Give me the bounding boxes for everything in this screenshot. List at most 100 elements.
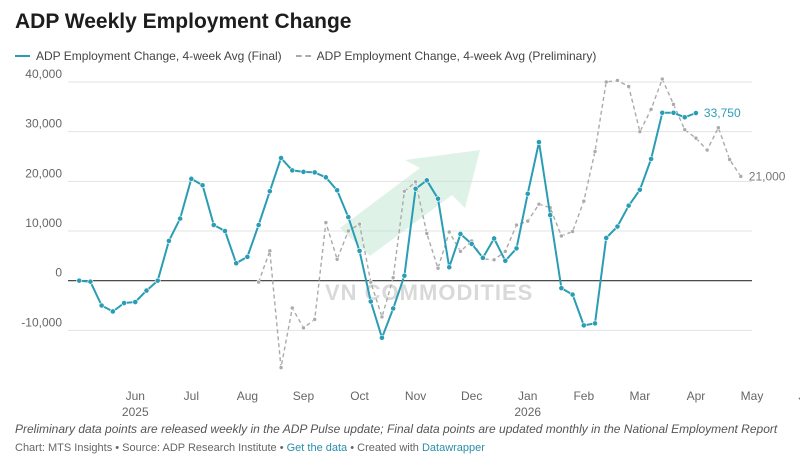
data-point-final [334, 187, 341, 194]
data-point-final [491, 235, 497, 242]
data-point-final [87, 278, 94, 285]
data-point-final [199, 182, 206, 189]
watermark: VN COMMODITIES [325, 150, 533, 305]
x-tick-label: Sep [293, 389, 315, 403]
y-tick-label: -10,000 [21, 315, 62, 329]
data-point-final [659, 109, 666, 116]
data-point-preliminary [402, 188, 407, 194]
data-point-final [614, 223, 621, 230]
x-tick-label: Dec [461, 389, 482, 403]
legend-label-preliminary: ADP Employment Change, 4-week Avg (Preli… [316, 49, 597, 63]
data-point-final [311, 169, 318, 176]
data-point-preliminary [525, 218, 531, 224]
data-point-final [401, 272, 408, 279]
x-tick-label: Jun [798, 389, 800, 403]
data-point-final [98, 302, 105, 309]
data-point-final [255, 222, 262, 228]
data-point-final [502, 257, 509, 264]
data-point-final [356, 247, 363, 254]
data-point-preliminary [559, 233, 564, 239]
data-point-final [580, 322, 587, 329]
data-point-preliminary [570, 229, 575, 234]
end-value-label-final: 33,750 [704, 106, 741, 120]
data-point-final [188, 175, 195, 182]
data-point-preliminary [716, 125, 721, 130]
data-point-preliminary [435, 265, 441, 271]
data-point-final [569, 291, 576, 298]
x-tick-label: May [741, 389, 764, 403]
data-point-preliminary [682, 127, 688, 132]
data-point-preliminary [727, 157, 732, 162]
source-line: Chart: MTS Insights • Source: ADP Resear… [15, 442, 485, 454]
data-point-final [636, 186, 643, 193]
data-point-final [558, 285, 565, 292]
datawrapper-link[interactable]: Datawrapper [421, 442, 485, 454]
y-tick-label: 40,000 [25, 68, 62, 81]
end-value-label-preliminary: 21,000 [749, 169, 786, 183]
data-point-final [670, 109, 677, 116]
data-point-preliminary [312, 317, 317, 322]
legend-label-final: ADP Employment Change, 4-week Avg (Final… [36, 49, 282, 63]
line-chart: VN COMMODITIES -10,000 0 10,000 20,000 30,00… [21, 68, 800, 418]
data-point-final [513, 245, 520, 252]
data-point-preliminary [323, 220, 329, 225]
chart-title: ADP Weekly Employment Change [15, 10, 352, 33]
data-point-final [524, 190, 531, 197]
series-lines [76, 76, 744, 370]
x-tick-label: Apr [687, 389, 706, 403]
data-point-preliminary [704, 147, 710, 153]
data-point-preliminary [413, 179, 418, 185]
data-point-preliminary [446, 229, 452, 235]
data-point-final [412, 185, 419, 192]
x-tick-label: Mar [630, 389, 651, 403]
data-point-preliminary [278, 365, 284, 370]
x-year-label: 2025 [122, 405, 149, 418]
y-tick-label: 0 [55, 266, 62, 280]
y-tick-label: 20,000 [25, 166, 62, 180]
data-point-final [390, 305, 397, 312]
data-point-preliminary [637, 129, 643, 134]
data-point-preliminary [693, 135, 699, 141]
data-point-preliminary [514, 222, 519, 228]
data-point-preliminary [267, 248, 273, 254]
x-tick-label: Jan [518, 389, 537, 403]
data-point-final [244, 253, 251, 260]
x-tick-label: Jul [184, 389, 199, 403]
data-point-final [592, 320, 598, 327]
data-point-preliminary [390, 275, 396, 280]
data-point-final [345, 214, 352, 220]
data-point-final [222, 228, 228, 234]
legend-item-preliminary: ADP Employment Change, 4-week Avg (Preli… [295, 49, 597, 63]
data-point-final [536, 139, 542, 145]
data-point-final [233, 260, 240, 267]
x-tick-label: Oct [350, 389, 369, 403]
x-tick-label: Aug [237, 389, 258, 403]
data-point-preliminary [346, 228, 351, 234]
data-point-preliminary [659, 76, 665, 82]
legend-swatch-preliminary [295, 55, 311, 57]
get-data-link[interactable]: Get the data [286, 442, 348, 454]
data-point-final [423, 177, 430, 184]
data-point-final [76, 277, 83, 284]
data-point-preliminary [581, 198, 587, 204]
data-point-preliminary [603, 79, 609, 85]
data-point-final [210, 222, 217, 228]
axis-labels: -10,000 0 10,000 20,000 30,000 40,000 Jun 2025 J… [21, 68, 800, 418]
data-point-final [121, 300, 127, 306]
data-point-final [109, 308, 116, 315]
chart-legend: ADP Employment Change, 4-week Avg (Final… [15, 48, 610, 64]
data-point-preliminary [357, 221, 362, 227]
data-point-preliminary [738, 174, 744, 179]
watermark-text: VN COMMODITIES [325, 280, 533, 305]
data-point-final [278, 155, 284, 161]
data-point-preliminary [289, 305, 295, 311]
data-point-final [300, 168, 307, 175]
x-year-label: 2026 [514, 405, 541, 418]
data-point-preliminary [536, 201, 542, 207]
data-point-final [693, 110, 699, 116]
watermark-arrow-icon [340, 150, 480, 256]
y-tick-label: 10,000 [25, 216, 62, 230]
data-point-final [266, 188, 273, 195]
data-point-final [435, 195, 441, 202]
data-point-final [681, 114, 688, 121]
